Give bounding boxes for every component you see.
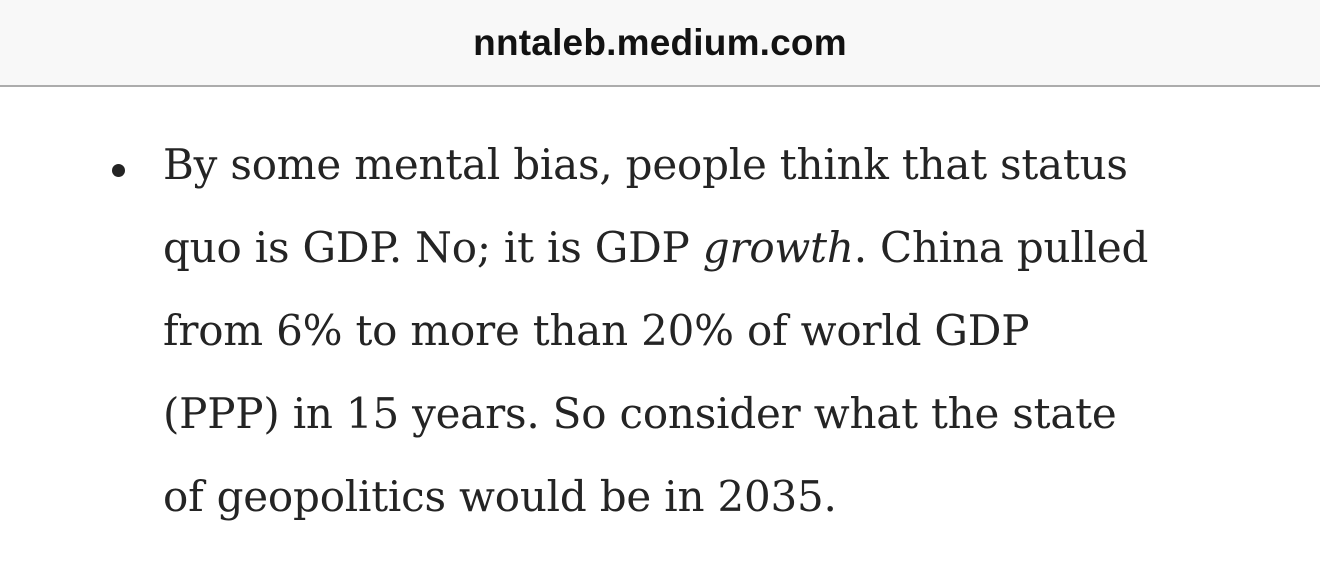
line-2-after-italic: . China pulled: [853, 223, 1149, 272]
paragraph-line-5: of geopolitics would be in 2035.: [163, 472, 837, 521]
paragraph: By some mental bias, people think that s…: [163, 123, 1148, 538]
paragraph-line-1: By some mental bias, people think that s…: [163, 140, 1128, 189]
article-content: By some mental bias, people think that s…: [0, 87, 1320, 538]
paragraph-line-4: (PPP) in 15 years. So consider what the …: [163, 389, 1117, 438]
line-2-before-italic: quo is GDP. No; it is GDP: [163, 223, 703, 272]
browser-url-bar[interactable]: nntaleb.medium.com: [0, 0, 1320, 87]
paragraph-line-2: quo is GDP. No; it is GDP growth. China …: [163, 206, 1148, 289]
italic-word: growth: [702, 223, 854, 272]
paragraph-line-3: from 6% to more than 20% of world GDP: [163, 306, 1030, 355]
url-text[interactable]: nntaleb.medium.com: [473, 21, 847, 63]
bullet-list-item: By some mental bias, people think that s…: [112, 123, 1260, 538]
bullet-point-icon: [112, 164, 125, 177]
